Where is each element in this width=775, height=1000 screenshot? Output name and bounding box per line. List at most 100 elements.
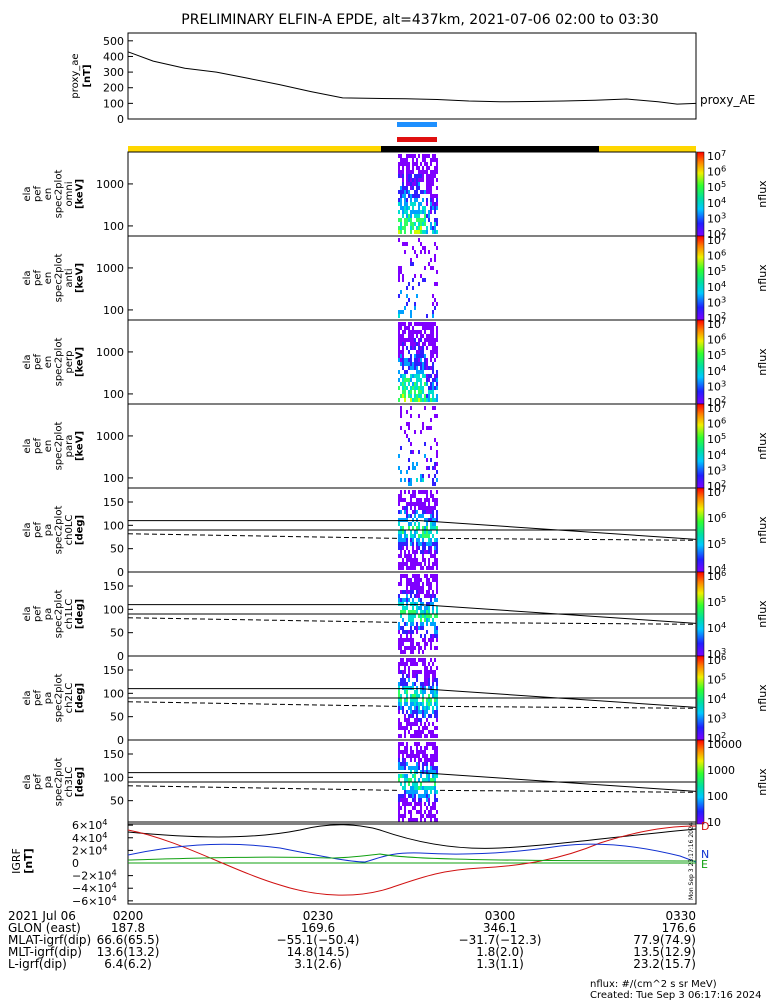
spectro-cell [434,734,436,738]
spectro-cell [400,310,402,314]
spectro-cell [414,198,416,202]
spectro-cell [428,186,430,190]
spectro-cell [410,482,412,486]
spectro-cell [416,562,418,566]
spectro-cell [412,618,414,622]
spectro-cell [398,274,400,278]
spectro-cell [430,194,432,198]
panel-ytick-label: 100 [103,220,124,233]
spectro-cell [410,734,412,738]
spectro-cell [428,466,430,470]
spectro-cell [420,646,422,650]
spectro-cell [426,182,428,186]
spectro-cell [424,770,426,774]
spectro-cell [422,326,424,330]
spectro-cell [412,222,414,226]
spectro-cell [414,806,416,810]
spectro-cell [406,762,408,766]
spectro-cell [434,554,436,558]
spectro-cell [416,582,418,586]
spectro-cell [426,698,428,702]
colorbar-tick-label: 104 [707,620,726,635]
spectro-cell [430,514,432,518]
spectro-cell [404,330,406,334]
spectro-cell [432,734,434,738]
spectro-cell [408,522,410,526]
spectro-cell [428,498,430,502]
spectro-cell [402,342,404,346]
spectro-cell [410,634,412,638]
spectro-cell [434,754,436,758]
panel-ylabel: pef [33,522,44,539]
spectro-cell [400,634,402,638]
spectro-cell [414,530,416,534]
spectro-cell [428,682,430,686]
spectro-cell [416,766,418,770]
spectro-cell [428,190,430,194]
spectro-cell [432,590,434,594]
panel-ylabel: [keV] [75,179,86,209]
spectro-cell [410,522,412,526]
spectro-cell [424,758,426,762]
spectro-cell [430,326,432,330]
spectro-cell [424,606,426,610]
spectro-cell [422,794,424,798]
spectro-cell [422,198,424,202]
spectro-cell [436,770,438,774]
spectro-cell [398,810,400,814]
spectro-cell [426,666,428,670]
spectro-cell [400,550,402,554]
panel-ylabel: pef [33,438,44,455]
spectro-cell [404,814,406,818]
spectro-cell [428,154,430,158]
spectro-cell [422,694,424,698]
spectro-cell [398,806,400,810]
spectro-cell [400,742,402,746]
spectro-cell [416,690,418,694]
spectro-cell [416,670,418,674]
spectro-cell [412,550,414,554]
spectro-cell [416,754,418,758]
colorbar-label: nflux [756,264,769,292]
proxy-ae-ytick-label: 200 [103,82,124,95]
spectro-cell [412,662,414,666]
colorbar-label: nflux [756,180,769,208]
spectro-cell [426,162,428,166]
spectro-cell [420,370,422,374]
spectro-cell [408,322,410,326]
spectro-cell [398,802,400,806]
colorbar-label: nflux [756,684,769,712]
spectro-cell [418,398,420,402]
spectro-cell [416,810,418,814]
spectro-cell [408,214,410,218]
ephemeris-row-label: GLON (east) [8,921,81,935]
spectro-cell [430,162,432,166]
spectro-cell [420,802,422,806]
spectro-cell [406,778,408,782]
spectro-cell [406,554,408,558]
spectro-cell [400,174,402,178]
spectro-cell [404,510,406,514]
spectro-cell [434,574,436,578]
spectro-cell [420,514,422,518]
spectro-cell [420,226,422,230]
spectro-cell [430,358,432,362]
spectro-cell [426,602,428,606]
spectro-cell [398,358,400,362]
panel-ylabel: spec2plot [54,506,65,555]
spectro-cell [412,226,414,230]
spectro-cell [406,646,408,650]
colorbar-tick-label: 105 [707,431,726,446]
spectro-cell [430,198,432,202]
spectro-cell [436,590,438,594]
spectro-cell [406,422,408,426]
spectro-cell [418,206,420,210]
spectro-cell [412,586,414,590]
spectro-cell [430,598,432,602]
spectro-cell [400,722,402,726]
spectro-cell [436,626,438,630]
spectro-cell [414,522,416,526]
spectro-cell [402,310,404,314]
spectro-cell [432,806,434,810]
spectro-cell [420,506,422,510]
